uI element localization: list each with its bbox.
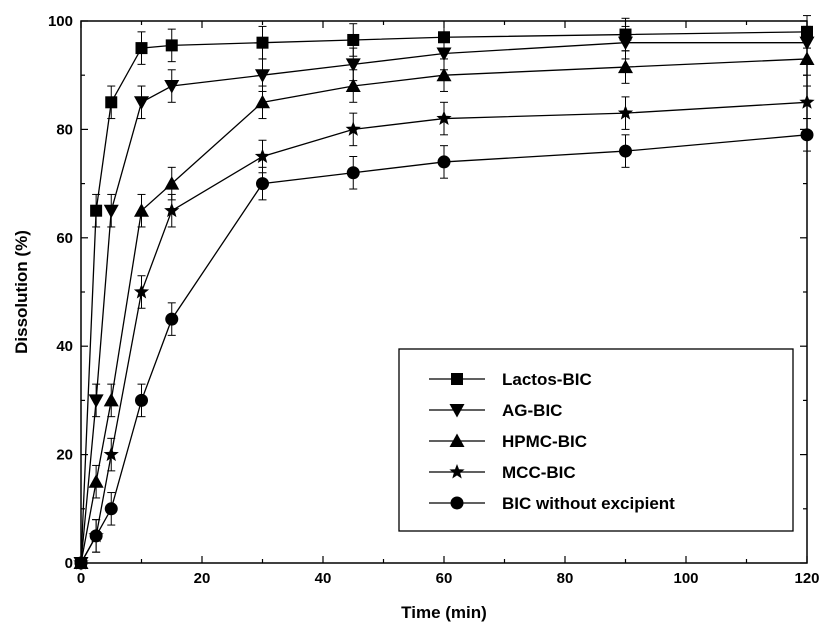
legend-item: HPMC-BIC	[429, 432, 587, 451]
axes: 0 20 40 60 80 100 120 0 20 40 60 80 100	[48, 13, 820, 587]
legend-marker	[450, 496, 464, 510]
data-point	[164, 202, 180, 218]
data-point	[436, 110, 452, 126]
data-point	[618, 36, 633, 51]
data-point	[345, 78, 361, 93]
legend-label: AG-BIC	[502, 401, 562, 420]
series-line	[80, 134, 808, 564]
data-point	[254, 148, 271, 163]
data-point	[135, 393, 148, 407]
y-tick-label: 60	[56, 230, 73, 247]
data-point	[105, 96, 118, 109]
legend-marker	[449, 433, 465, 447]
data-point	[88, 394, 104, 408]
data-point	[90, 204, 103, 217]
legend-marker	[449, 404, 465, 418]
legend-label: BIC without excipient	[502, 494, 675, 513]
data-point	[104, 502, 118, 516]
data-point	[255, 94, 270, 109]
data-point	[618, 59, 633, 74]
data-point	[134, 96, 149, 110]
y-tick-label: 100	[48, 13, 73, 30]
y-tick-label: 80	[56, 121, 73, 138]
series-line	[80, 58, 808, 564]
x-tick-label: 60	[436, 570, 453, 587]
data-point	[256, 36, 269, 49]
data-point	[89, 529, 103, 543]
legend-label: HPMC-BIC	[502, 432, 587, 451]
y-tick-label: 0	[65, 555, 73, 572]
legend-label: MCC-BIC	[502, 463, 576, 482]
data-point	[165, 39, 178, 52]
data-point	[134, 203, 149, 217]
data-point	[255, 69, 270, 83]
legend: Lactos-BIC AG-BIC HPMC-BIC MCC-BIC BIC witho…	[398, 348, 794, 532]
data-point	[256, 177, 269, 191]
legend-marker	[449, 464, 465, 479]
series-line	[80, 101, 808, 564]
legend-item: BIC without excipient	[429, 494, 675, 513]
data-point	[345, 121, 361, 136]
data-point	[346, 166, 360, 180]
legend-item: Lactos-BIC	[429, 370, 592, 389]
y-tick-label: 20	[56, 447, 73, 464]
x-tick-label: 80	[557, 570, 574, 587]
series-line	[80, 42, 807, 564]
data-point	[164, 176, 180, 190]
data-point	[347, 33, 360, 46]
legend-marker	[451, 373, 463, 385]
data-point	[103, 446, 119, 462]
data-point	[436, 67, 452, 82]
series-line	[80, 31, 808, 564]
data-point	[436, 47, 452, 62]
data-point	[164, 80, 180, 94]
x-axis-title: Time (min)	[401, 603, 487, 622]
x-tick-label: 120	[794, 570, 819, 587]
x-tick-label: 0	[77, 570, 85, 587]
y-tick-label: 40	[56, 338, 73, 355]
y-axis-title: Dissolution (%)	[12, 230, 31, 354]
data-point	[88, 474, 104, 488]
data-point	[437, 155, 451, 169]
data-point	[617, 105, 634, 120]
x-tick-label: 40	[315, 570, 332, 587]
data-point	[133, 284, 150, 299]
legend-label: Lactos-BIC	[502, 370, 592, 389]
data-point	[103, 204, 119, 219]
data-point	[619, 144, 632, 158]
data-point	[103, 392, 119, 407]
data-point	[135, 42, 148, 55]
data-point	[345, 58, 361, 72]
x-tick-label: 100	[673, 570, 698, 587]
legend-item: MCC-BIC	[429, 463, 576, 482]
x-tick-label: 20	[194, 570, 211, 587]
data-point	[165, 312, 179, 326]
legend-item: AG-BIC	[429, 401, 562, 420]
